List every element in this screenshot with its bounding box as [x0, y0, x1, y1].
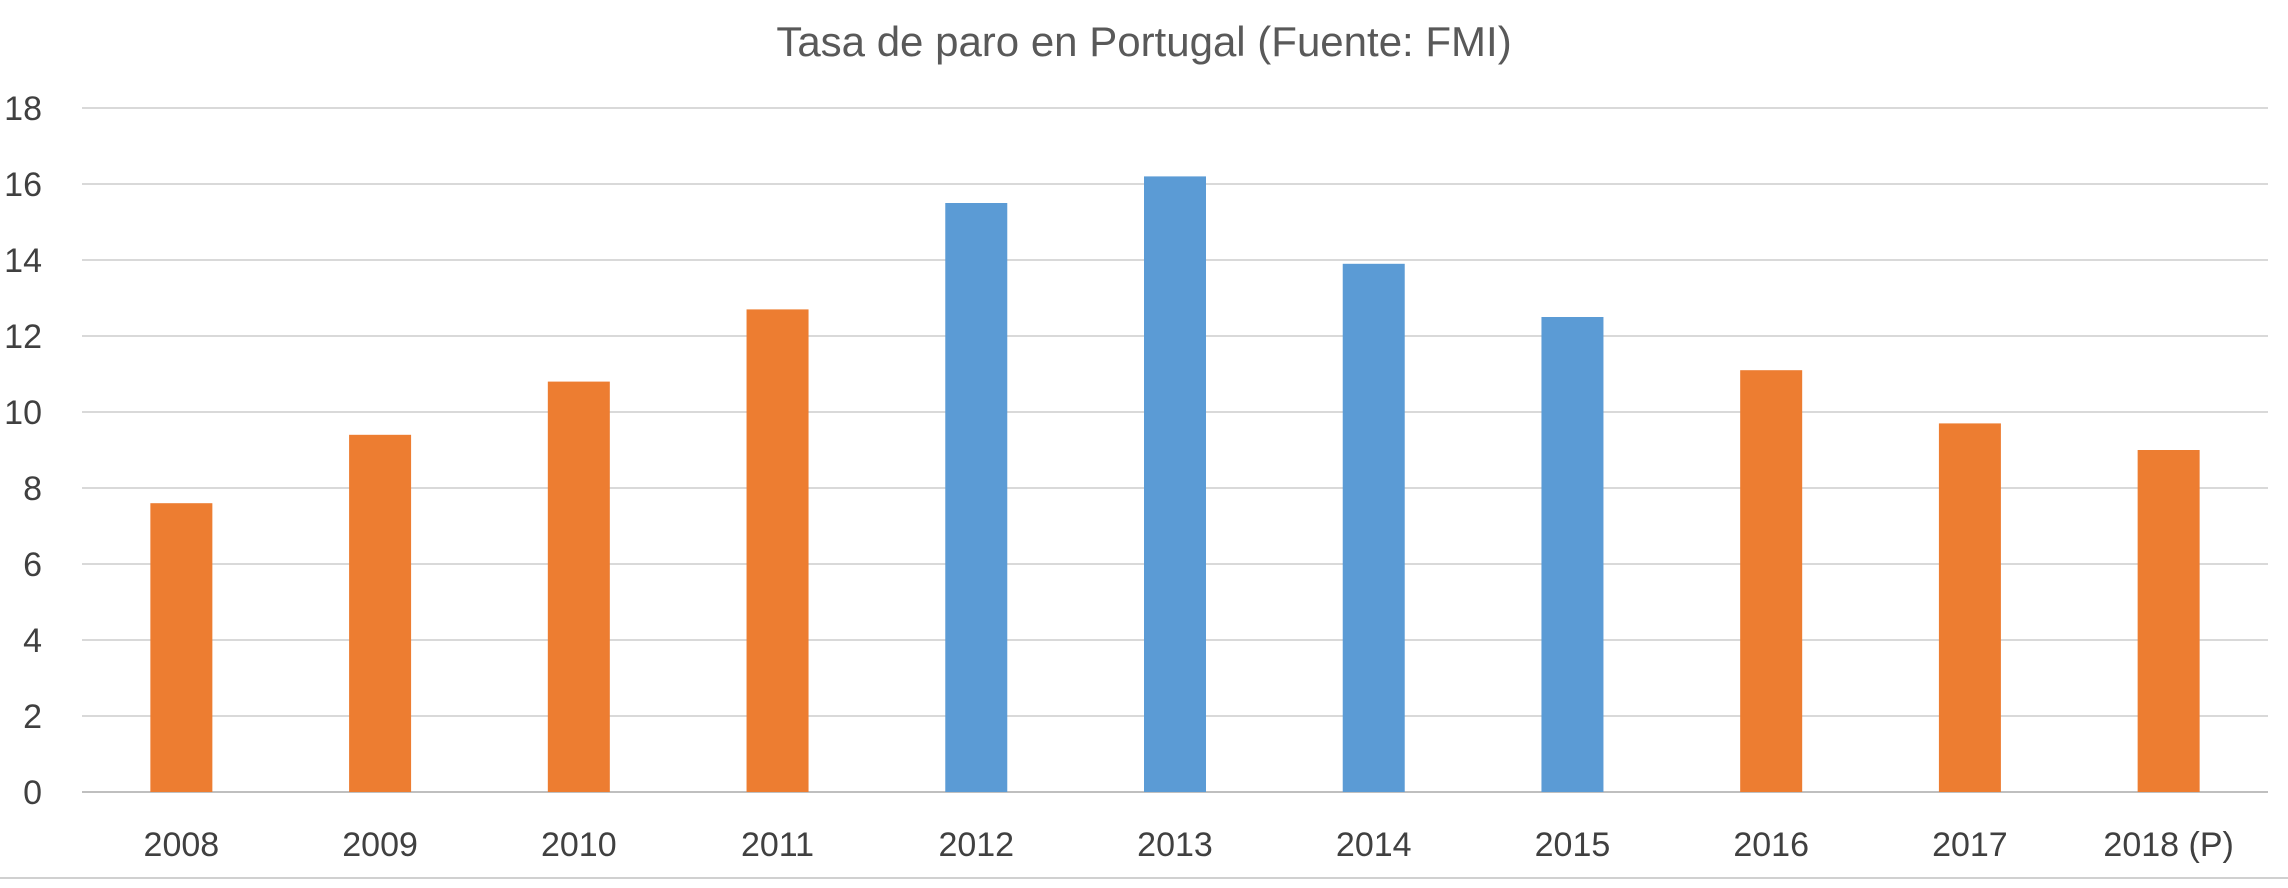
x-tick-label: 2015	[1535, 826, 1611, 864]
bar-2012	[945, 203, 1008, 792]
x-tick-label: 2008	[144, 826, 220, 864]
x-tick-label: 2018 (P)	[2103, 826, 2233, 864]
y-tick-label: 4	[23, 622, 42, 660]
x-tick-label: 2012	[938, 826, 1014, 864]
bar-2011	[746, 309, 809, 792]
bar-2018-p	[2137, 450, 2200, 792]
y-tick-label: 8	[23, 470, 42, 508]
y-tick-label: 12	[4, 318, 42, 356]
x-tick-label: 2009	[342, 826, 418, 864]
y-axis-ticks: 0 2 4 6 8 10 12 14 16 18	[4, 90, 42, 812]
x-tick-label: 2017	[1932, 826, 2008, 864]
y-tick-label: 0	[23, 774, 42, 812]
chart-title: Tasa de paro en Portugal (Fuente: FMI)	[776, 18, 1511, 65]
y-tick-label: 16	[4, 166, 42, 204]
bar-2008	[150, 503, 213, 792]
bar-2015	[1541, 317, 1604, 792]
y-tick-label: 18	[4, 90, 42, 128]
y-tick-label: 6	[23, 546, 42, 584]
y-tick-label: 14	[4, 242, 42, 280]
bars	[150, 176, 2200, 792]
bar-2009	[349, 434, 412, 792]
bar-2017	[1938, 423, 2001, 792]
y-tick-label: 10	[4, 394, 42, 432]
x-tick-label: 2013	[1137, 826, 1213, 864]
x-tick-label: 2010	[541, 826, 617, 864]
bar-2013	[1144, 176, 1206, 792]
x-tick-label: 2016	[1733, 826, 1809, 864]
bar-2016	[1740, 370, 1803, 792]
x-tick-label: 2014	[1336, 826, 1412, 864]
y-tick-label: 2	[23, 698, 42, 736]
bar-2010	[547, 381, 610, 792]
x-axis-ticks: 2008 2009 2010 2011 2012 2013 2014 2015 2016 2017…	[144, 826, 2234, 864]
bottom-divider	[0, 877, 2288, 879]
x-tick-label: 2011	[741, 826, 814, 864]
bar-2014	[1342, 263, 1405, 792]
